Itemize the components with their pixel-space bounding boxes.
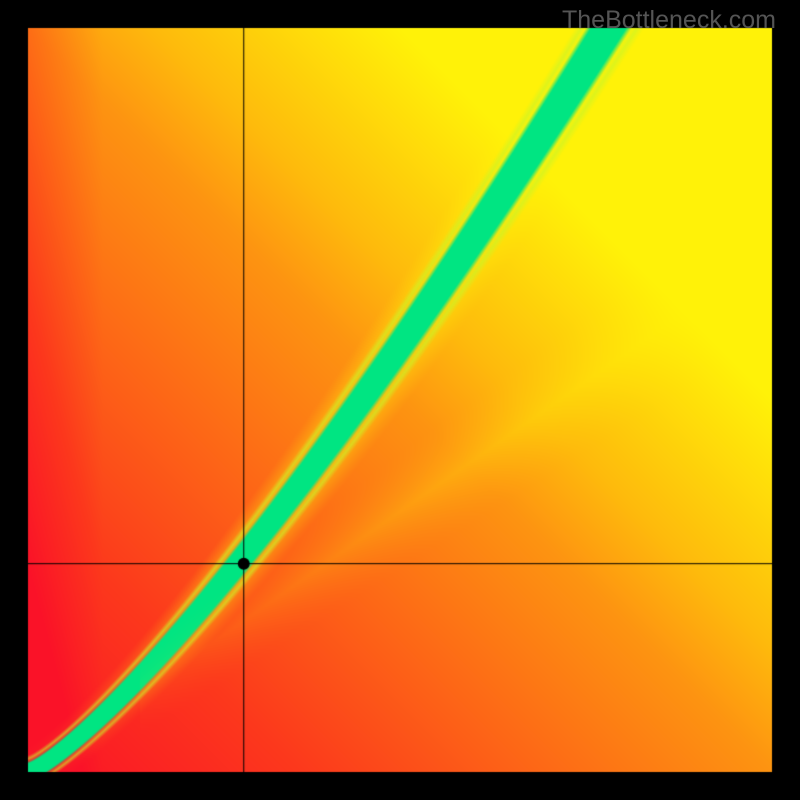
- heatmap-canvas: [0, 0, 800, 800]
- watermark-text: TheBottleneck.com: [562, 6, 776, 35]
- chart-container: TheBottleneck.com: [0, 0, 800, 800]
